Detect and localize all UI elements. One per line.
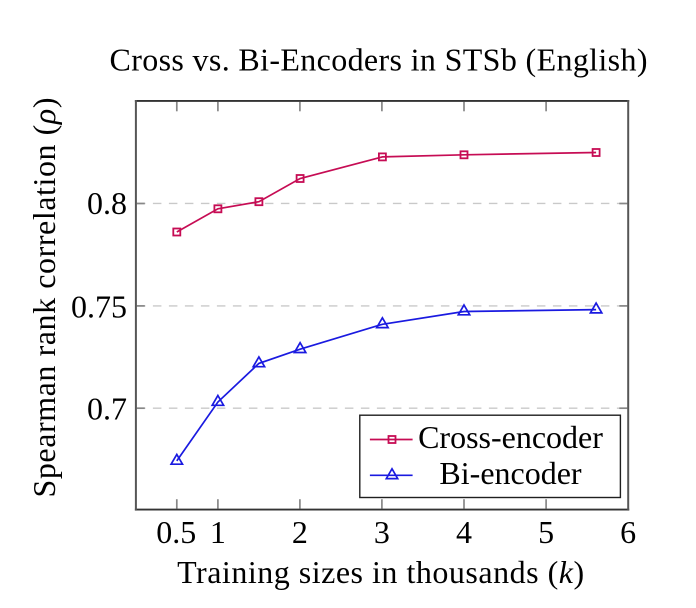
svg-text:Cross-encoder: Cross-encoder [418,419,603,455]
svg-text:6: 6 [620,514,636,550]
svg-text:5: 5 [538,514,554,550]
svg-text:2: 2 [292,514,308,550]
svg-text:Spearman rank correlation (ρ): Spearman rank correlation (ρ) [26,98,62,498]
svg-text:Training sizes in thousands (k: Training sizes in thousands (k) [177,554,584,590]
svg-text:3: 3 [374,514,390,550]
svg-text:4: 4 [456,514,472,550]
svg-text:Cross vs. Bi-Encoders in STSb: Cross vs. Bi-Encoders in STSb (English) [110,42,648,78]
svg-text:1: 1 [210,514,226,550]
svg-text:0.7: 0.7 [87,391,127,427]
svg-text:0.5: 0.5 [156,514,196,550]
svg-text:0.8: 0.8 [87,185,127,221]
svg-text:Bi-encoder: Bi-encoder [439,455,582,491]
svg-text:0.75: 0.75 [71,288,127,324]
